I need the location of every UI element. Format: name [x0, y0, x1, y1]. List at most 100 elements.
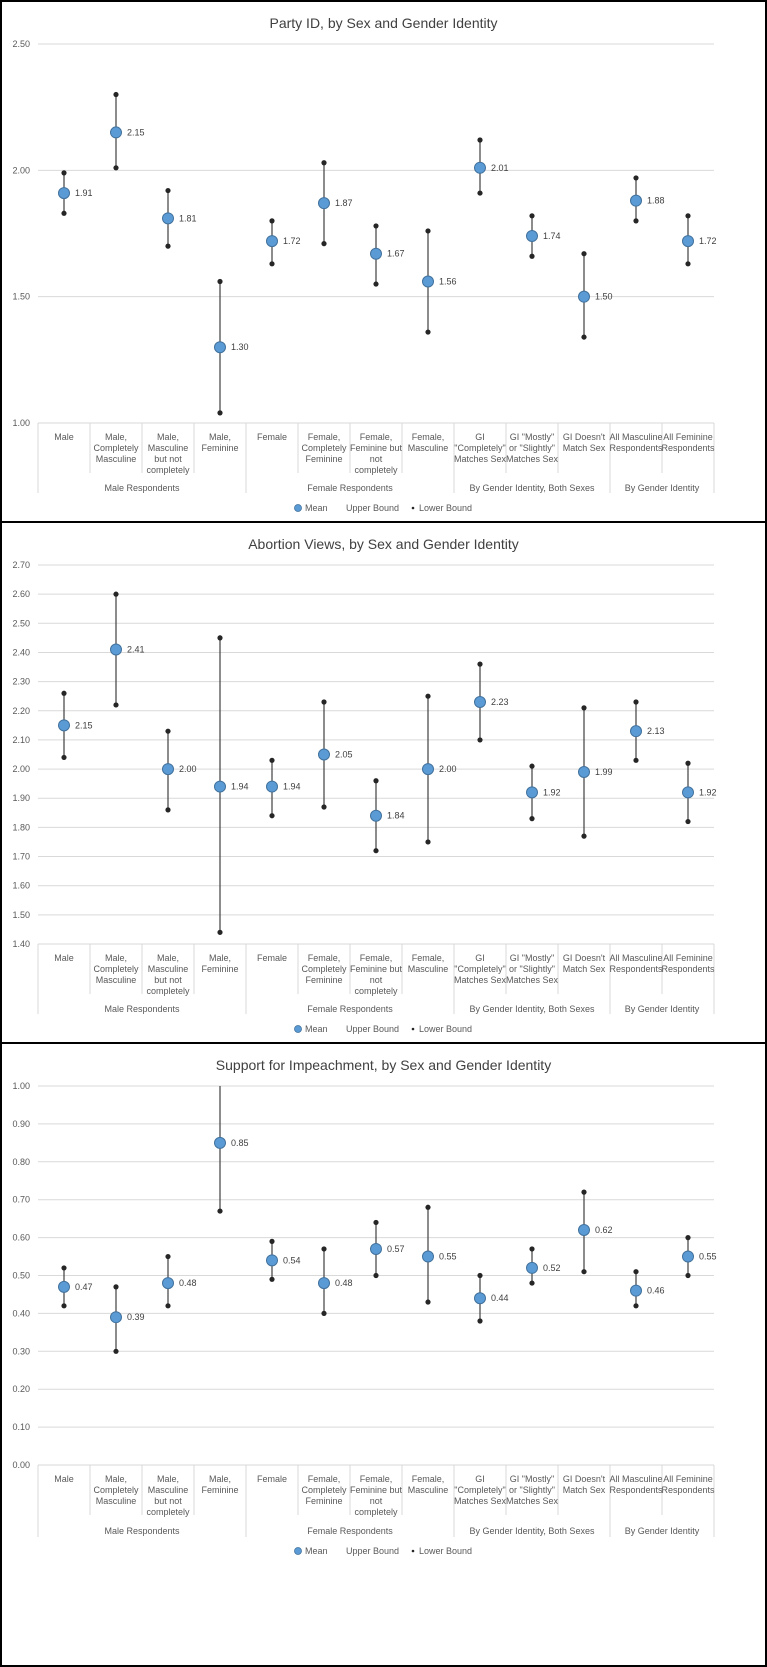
category-label: All Masculine Respondents [609, 1474, 663, 1495]
lower-bound-marker [685, 818, 691, 825]
y-tick-label: 1.80 [12, 822, 30, 832]
category-label: GI "Completely" Matches Sex [454, 1474, 507, 1506]
data-point-9: 0.52 [526, 1246, 561, 1286]
mean-marker [214, 341, 226, 354]
upper-bound-marker [633, 175, 639, 181]
chart-title: Support for Impeachment, by Sex and Gend… [216, 1057, 551, 1073]
data-point-5: 0.48 [318, 1246, 353, 1316]
data-point-7: 0.55 [422, 1204, 457, 1305]
data-point-11: 0.46 [630, 1269, 665, 1309]
category-label: Female, Feminine but not completely [350, 953, 403, 996]
data-label: 0.55 [699, 1252, 717, 1262]
data-point-12: 0.55 [682, 1235, 717, 1279]
lower-bound-marker [217, 410, 223, 416]
lower-bound-marker [581, 1269, 587, 1275]
category-label: Male [54, 953, 74, 963]
category-axis [37, 1465, 715, 1537]
mean-marker [58, 1280, 70, 1293]
category-label: GI "Mostly" or "Slightly" Matches Sex [506, 1474, 559, 1506]
upper-bound-marker [165, 728, 171, 734]
category-label: Female, Masculine [408, 1474, 449, 1495]
lower-bound-marker [61, 210, 67, 216]
category-label: Male, Feminine [201, 953, 238, 974]
mean-marker [422, 763, 434, 776]
legend-mean-label: Mean [305, 1024, 328, 1034]
data-label: 0.39 [127, 1312, 145, 1322]
y-tick-label: 2.10 [12, 735, 30, 745]
impeachment-support-chart: Support for Impeachment, by Sex and Gend… [12, 1057, 717, 1556]
lower-bound-marker [633, 757, 639, 763]
data-point-5: 1.87 [318, 160, 353, 247]
data-label: 1.72 [283, 236, 301, 246]
upper-bound-marker [373, 1219, 379, 1226]
category-label: Female, Completely Feminine [301, 432, 347, 464]
data-point-2: 1.81 [162, 187, 197, 249]
upper-bound-marker [477, 661, 483, 667]
data-point-6: 0.57 [370, 1219, 405, 1279]
data-label: 0.52 [543, 1263, 561, 1273]
legend-lower-marker [411, 1027, 415, 1031]
mean-marker [578, 765, 590, 778]
category-label: Male, Completely Masculine [93, 432, 139, 464]
y-tick-label: 1.40 [12, 939, 30, 949]
chart-panel-impeachment-support: Support for Impeachment, by Sex and Gend… [0, 1042, 767, 1667]
mean-marker [682, 235, 694, 248]
upper-bound-marker [529, 763, 535, 769]
lower-bound-marker [217, 1208, 223, 1214]
data-point-4: 0.54 [266, 1238, 301, 1282]
lower-bound-marker [685, 1272, 691, 1279]
mean-marker [474, 1292, 486, 1305]
data-label: 1.81 [179, 213, 197, 223]
category-label: Female [257, 432, 287, 442]
mean-marker [214, 1136, 226, 1149]
mean-marker [526, 230, 538, 243]
upper-bound-marker [165, 187, 171, 194]
y-tick-label: 0.90 [12, 1119, 30, 1129]
gridlines [38, 564, 714, 945]
abortion-views-chart: Abortion Views, by Sex and Gender Identi… [12, 536, 716, 1034]
category-label: Female, Completely Feminine [301, 953, 347, 985]
lower-bound-marker [165, 807, 171, 813]
data-label: 2.41 [127, 645, 145, 655]
category-label: GI "Mostly" or "Slightly" Matches Sex [506, 953, 559, 985]
mean-marker [162, 212, 174, 225]
data-point-7: 2.00 [422, 693, 457, 845]
mean-marker [422, 275, 434, 288]
chart-title: Party ID, by Sex and Gender Identity [269, 15, 497, 31]
upper-bound-marker [113, 591, 119, 597]
data-label: 2.01 [491, 163, 509, 173]
data-point-11: 1.88 [630, 175, 665, 224]
upper-bound-marker [581, 1189, 587, 1195]
lower-bound-marker [61, 754, 67, 761]
data-label: 1.94 [283, 782, 301, 792]
y-tick-label: 0.20 [12, 1384, 30, 1394]
category-label: Male, Masculine but not completely [146, 953, 190, 996]
category-label: GI Doesn't Match Sex [563, 953, 606, 974]
category-label: Female, Feminine but not completely [350, 1474, 403, 1517]
upper-bound-marker [529, 1246, 535, 1252]
y-tick-label: 2.40 [12, 647, 30, 657]
category-label: Female [257, 1474, 287, 1484]
data-point-3: 0.85 [214, 1086, 249, 1214]
mean-marker [630, 725, 642, 738]
data-point-12: 1.72 [682, 213, 717, 267]
upper-bound-marker [581, 251, 587, 257]
data-point-0: 2.15 [58, 690, 93, 761]
group-label: By Gender Identity, Both Sexes [470, 1004, 595, 1014]
lower-bound-marker [529, 253, 535, 259]
mean-marker [526, 786, 538, 799]
category-label: GI "Completely" Matches Sex [454, 953, 507, 985]
y-tick-label: 0.40 [12, 1308, 30, 1318]
lower-bound-marker [529, 1280, 535, 1286]
upper-bound-marker [529, 213, 535, 219]
data-label: 1.67 [387, 249, 405, 259]
legend: Mean Upper Bound Lower Bound [294, 1024, 472, 1034]
mean-marker [578, 1224, 590, 1237]
lower-bound-marker [269, 813, 275, 819]
category-label: Male [54, 432, 74, 442]
y-tick-label: 0.10 [12, 1422, 30, 1432]
category-label: All Masculine Respondents [609, 432, 663, 453]
data-label: 1.50 [595, 292, 613, 302]
upper-bound-marker [425, 1204, 431, 1210]
